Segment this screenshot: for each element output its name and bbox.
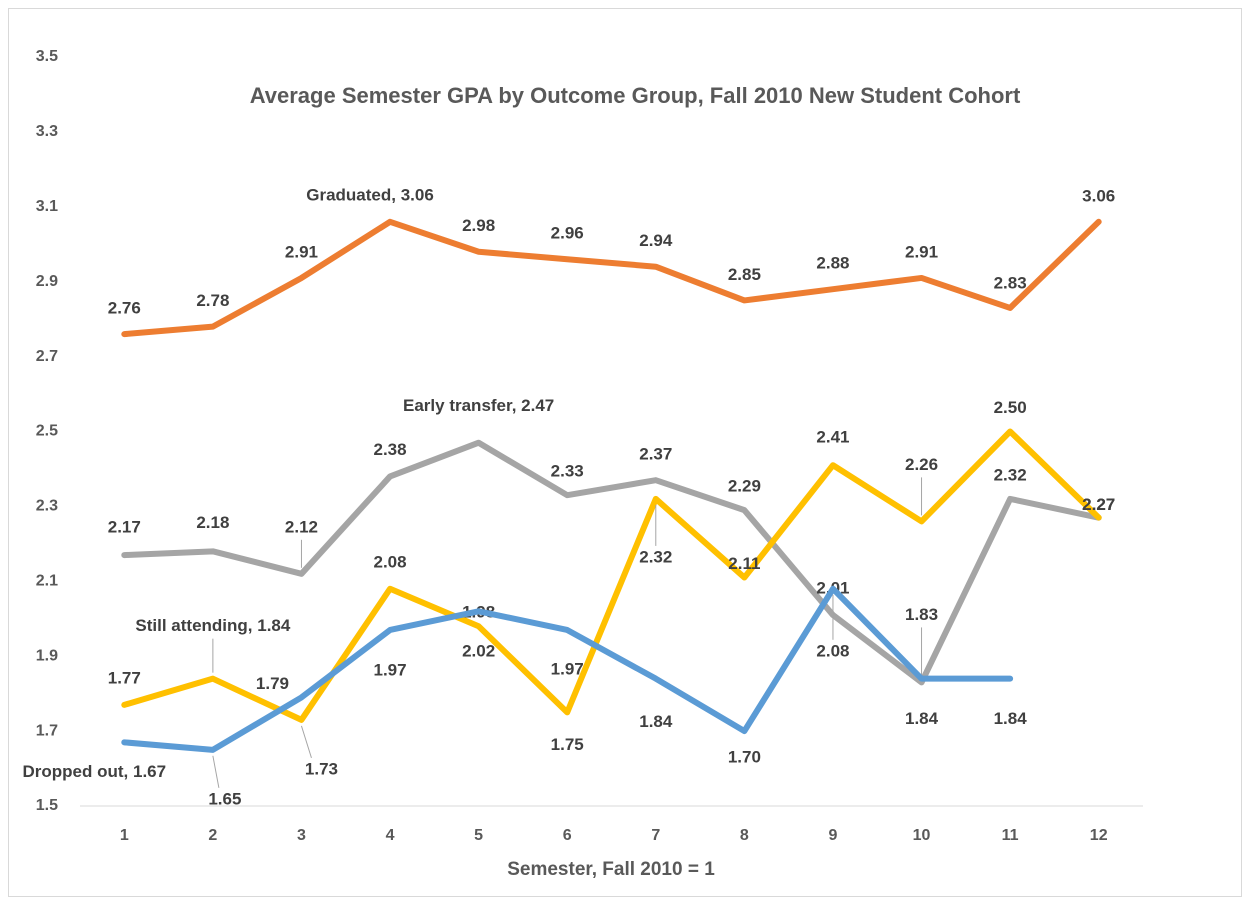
x-axis-title: Semester, Fall 2010 = 1 <box>507 859 715 880</box>
data-label: 1.70 <box>728 748 761 767</box>
y-tick-label: 2.7 <box>36 348 58 365</box>
data-label: 2.29 <box>728 477 761 496</box>
data-label: 2.78 <box>196 291 229 310</box>
y-tick-label: 1.9 <box>36 647 58 664</box>
data-label: 2.37 <box>639 445 672 464</box>
data-label: 2.96 <box>551 224 584 243</box>
data-label: 2.91 <box>905 242 938 261</box>
data-label: 2.33 <box>551 462 584 481</box>
x-tick-label: 1 <box>120 827 129 844</box>
x-tick-label: 8 <box>740 827 749 844</box>
y-tick-label: 3.3 <box>36 123 58 140</box>
y-tick-label: 2.3 <box>36 498 58 515</box>
x-tick-label: 5 <box>474 827 483 844</box>
y-tick-label: 1.5 <box>36 797 58 814</box>
data-label: 2.17 <box>108 518 141 537</box>
data-label: 2.50 <box>994 398 1027 417</box>
data-label: 1.97 <box>373 660 406 679</box>
leader-line <box>212 755 220 788</box>
data-label: 1.77 <box>108 668 141 687</box>
data-label: 1.73 <box>305 759 338 778</box>
data-label: 2.11 <box>728 554 760 573</box>
data-label: 2.38 <box>373 440 406 459</box>
data-label: 1.84 <box>905 709 939 728</box>
series-line <box>121 585 1014 753</box>
x-tick-label: 6 <box>563 827 572 844</box>
x-tick-label: 10 <box>913 827 931 844</box>
chart-border <box>8 8 1242 897</box>
data-label: 2.32 <box>639 547 672 566</box>
data-label: 2.12 <box>285 517 318 536</box>
y-tick-label: 3.5 <box>36 48 58 65</box>
data-label: 1.84 <box>994 709 1028 728</box>
data-label: 1.75 <box>551 735 584 754</box>
data-label: Still attending, 1.84 <box>135 616 290 635</box>
series-line <box>121 218 1102 338</box>
data-label: 2.02 <box>462 642 495 661</box>
data-label: 2.41 <box>816 428 849 447</box>
data-label: 1.84 <box>639 712 673 731</box>
data-label: 2.94 <box>639 231 673 250</box>
x-tick-label: 11 <box>1002 827 1019 844</box>
data-label: 2.88 <box>816 254 849 273</box>
data-label: Early transfer, 2.47 <box>403 396 554 415</box>
y-tick-label: 2.5 <box>36 423 58 440</box>
data-label: 2.08 <box>373 552 406 571</box>
y-tick-label: 2.1 <box>36 573 58 590</box>
data-label: 2.85 <box>728 265 761 284</box>
data-label: Graduated, 3.06 <box>306 185 434 204</box>
x-tick-label: 12 <box>1090 827 1108 844</box>
data-label: 1.97 <box>551 659 584 678</box>
x-tick-label: 4 <box>386 827 395 844</box>
series-line <box>121 428 1102 723</box>
data-label: 2.76 <box>108 299 141 318</box>
data-label: 2.98 <box>462 216 495 235</box>
data-label: 2.26 <box>905 455 938 474</box>
data-label: 2.08 <box>816 641 849 660</box>
chart-title: Average Semester GPA by Outcome Group, F… <box>250 83 1021 108</box>
data-label: 2.83 <box>994 273 1027 292</box>
data-label: 2.32 <box>994 465 1027 484</box>
data-label: 2.18 <box>196 513 229 532</box>
x-tick-label: 2 <box>208 827 217 844</box>
x-tick-label: 7 <box>651 827 660 844</box>
x-tick-label: 9 <box>829 827 838 844</box>
data-label: Dropped out, 1.67 <box>23 762 167 781</box>
data-label: 1.65 <box>208 789 241 808</box>
y-tick-label: 1.7 <box>36 722 58 739</box>
data-label: 1.79 <box>256 674 289 693</box>
data-label: 2.27 <box>1082 495 1115 514</box>
data-label: 1.83 <box>905 605 938 624</box>
y-tick-label: 2.9 <box>36 273 58 290</box>
data-label: 3.06 <box>1082 186 1115 205</box>
leader-line <box>300 725 312 759</box>
y-tick-label: 3.1 <box>36 198 58 215</box>
x-tick-label: 3 <box>297 827 306 844</box>
data-label: 2.91 <box>285 242 318 261</box>
series-line <box>121 439 1102 686</box>
